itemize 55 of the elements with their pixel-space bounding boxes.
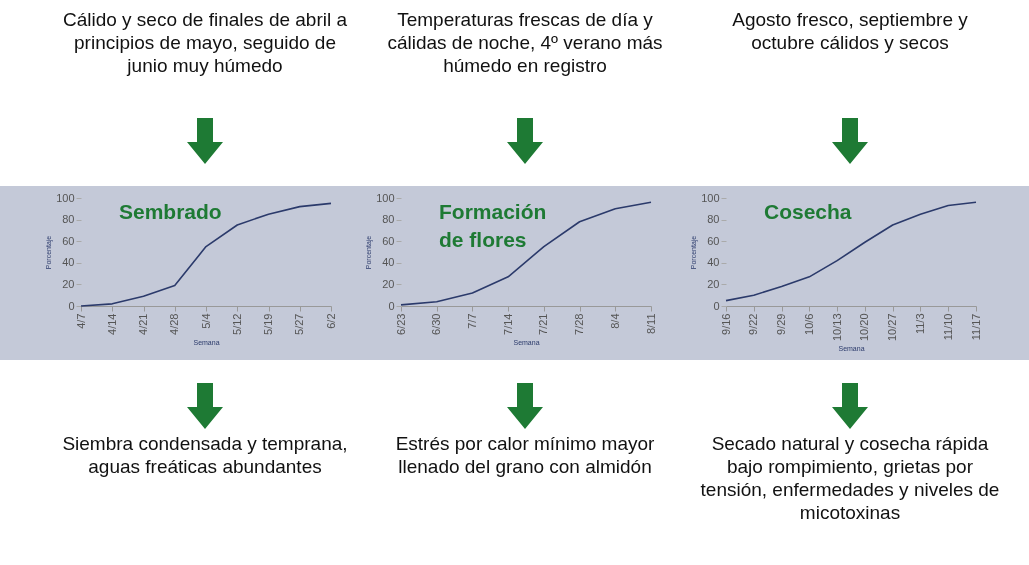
x-tick-label: 9/22 xyxy=(747,313,760,335)
x-tick-label: 7/7 xyxy=(465,313,478,329)
x-tick-label: 5/12 xyxy=(230,313,243,335)
x-tick-label: 10/13 xyxy=(830,313,843,342)
y-tick-label: 100 xyxy=(56,191,75,204)
x-tick-label: 6/2 xyxy=(324,313,337,329)
line-series xyxy=(725,201,977,302)
text: Secado natural y cosecha rápida bajo rompimiento, grietas por tensión, enfermedades y niveles de micotoxinas xyxy=(700,432,1000,524)
x-tick-label: 9/16 xyxy=(719,313,732,335)
y-tick-label: 100 xyxy=(376,191,395,204)
x-tick-label: 10/27 xyxy=(886,313,899,342)
x-tick-label: 7/28 xyxy=(573,313,586,335)
text: Cálido y seco de finales de abril a principios de mayo, seguido de junio muy húmedo xyxy=(61,8,349,77)
text: Estrés por calor mínimo mayor llenado del grano con almidón xyxy=(394,432,656,478)
x-tick-label: 8/11 xyxy=(644,313,657,335)
y-tick-label: 0 xyxy=(713,299,720,312)
text: Formación de flores xyxy=(439,200,547,251)
y-tick-label: 80 xyxy=(62,213,75,226)
text: Agosto fresco, septiembre y octubre cálidos y secos xyxy=(731,8,969,54)
x-tick-label: 10/6 xyxy=(802,313,815,335)
x-tick-label: 4/7 xyxy=(74,313,87,329)
y-tick-label: 20 xyxy=(382,277,395,290)
y-tick-label: 80 xyxy=(382,213,395,226)
x-tick-label: 4/28 xyxy=(168,313,181,335)
y-tick-label: 60 xyxy=(62,234,75,247)
x-tick-label: 10/20 xyxy=(858,313,871,342)
y-tick-label: 100 xyxy=(701,191,720,204)
x-tick-label: 7/21 xyxy=(537,313,550,335)
y-tick-label: 0 xyxy=(388,299,395,312)
x-tick-label: 5/19 xyxy=(262,313,274,335)
x-tick-label: 6/30 xyxy=(430,313,443,335)
text: Temperaturas frescas de día y cálidas de noche, 4º verano más húmedo en registro xyxy=(386,8,664,77)
x-tick-label: 8/4 xyxy=(608,313,621,329)
x-tick-label: 11/17 xyxy=(969,313,982,341)
y-tick-label: 0 xyxy=(68,299,75,312)
x-tick-label: 9/29 xyxy=(775,313,788,335)
y-tick-label: 60 xyxy=(707,234,720,247)
y-tick-label: 80 xyxy=(707,213,720,226)
x-tick-label: 5/4 xyxy=(199,313,212,329)
y-tick-label: 40 xyxy=(62,256,75,269)
y-tick-label: 20 xyxy=(62,277,75,290)
y-tick-label: 40 xyxy=(707,256,720,269)
x-tick-label: 6/23 xyxy=(394,313,407,335)
chart-title: Cosecha xyxy=(764,200,852,223)
x-tick-label: 11/10 xyxy=(941,313,954,341)
x-tick-label: 4/14 xyxy=(105,313,118,335)
x-tick-label: 7/14 xyxy=(501,313,514,335)
x-tick-label: 5/27 xyxy=(293,313,306,335)
text: Siembra condensada y temprana, aguas freáticas abundantes xyxy=(61,432,349,478)
y-tick-label: 40 xyxy=(382,256,395,269)
y-tick-label: 60 xyxy=(382,234,395,247)
x-tick-label: 11/3 xyxy=(913,313,926,335)
y-tick-label: 20 xyxy=(707,277,720,290)
chart-title: Sembrado xyxy=(119,200,222,223)
x-tick-label: 4/21 xyxy=(137,313,149,335)
